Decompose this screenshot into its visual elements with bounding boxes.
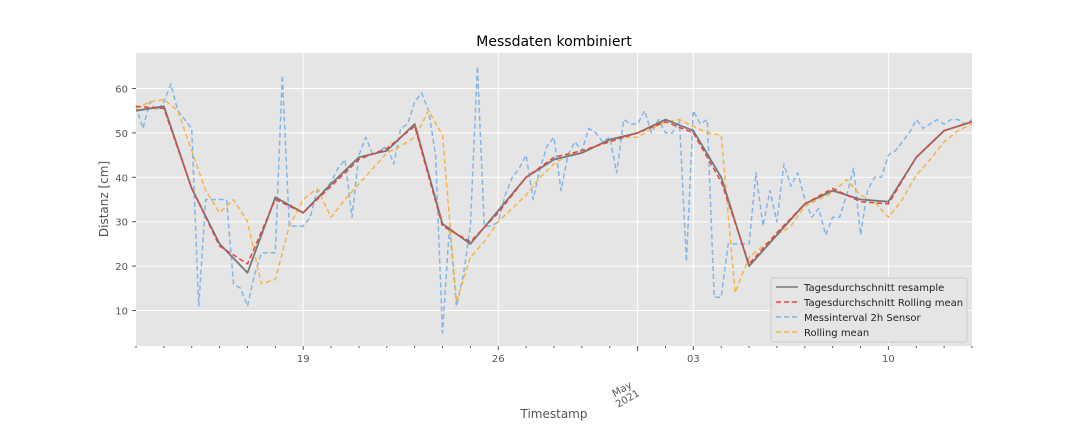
chart-title: Messdaten kombiniert (476, 34, 632, 50)
y-tick-label: 50 (115, 129, 128, 140)
legend-label: Messinterval 2h Sensor (804, 313, 922, 324)
x-tick-label: 26 (492, 354, 505, 365)
y-axis-label: Distanz [cm] (97, 161, 111, 237)
series-line-0 (135, 105, 973, 274)
grid-lines (136, 53, 972, 346)
x-tick-label: 19 (297, 354, 310, 365)
month-tick-label: May2021 (609, 379, 642, 411)
y-tick-label: 10 (115, 306, 128, 317)
series-line-3 (135, 98, 973, 303)
x-tick-label: 03 (687, 354, 700, 365)
series-line-2 (135, 65, 973, 334)
y-tick-label: 40 (115, 173, 128, 184)
x-tick-label: 10 (882, 354, 895, 365)
x-axis-label: Timestamp (520, 407, 588, 421)
legend: Tagesdurchschnitt resample Tagesdurchschn… (770, 277, 968, 343)
y-tick-label: 20 (115, 262, 128, 273)
series-line-1 (135, 105, 973, 265)
legend-label: Rolling mean (804, 328, 869, 339)
legend-label: Tagesdurchschnitt resample (803, 283, 944, 294)
series-layer (135, 65, 973, 334)
axis-ticks: 10 20 30 40 50 60 19 26 03 10 May2021 (115, 85, 973, 411)
legend-label: Tagesdurchschnitt Rolling mean (803, 298, 963, 309)
legend-box (770, 277, 968, 343)
y-tick-label: 30 (115, 218, 128, 229)
y-tick-label: 60 (115, 85, 128, 96)
